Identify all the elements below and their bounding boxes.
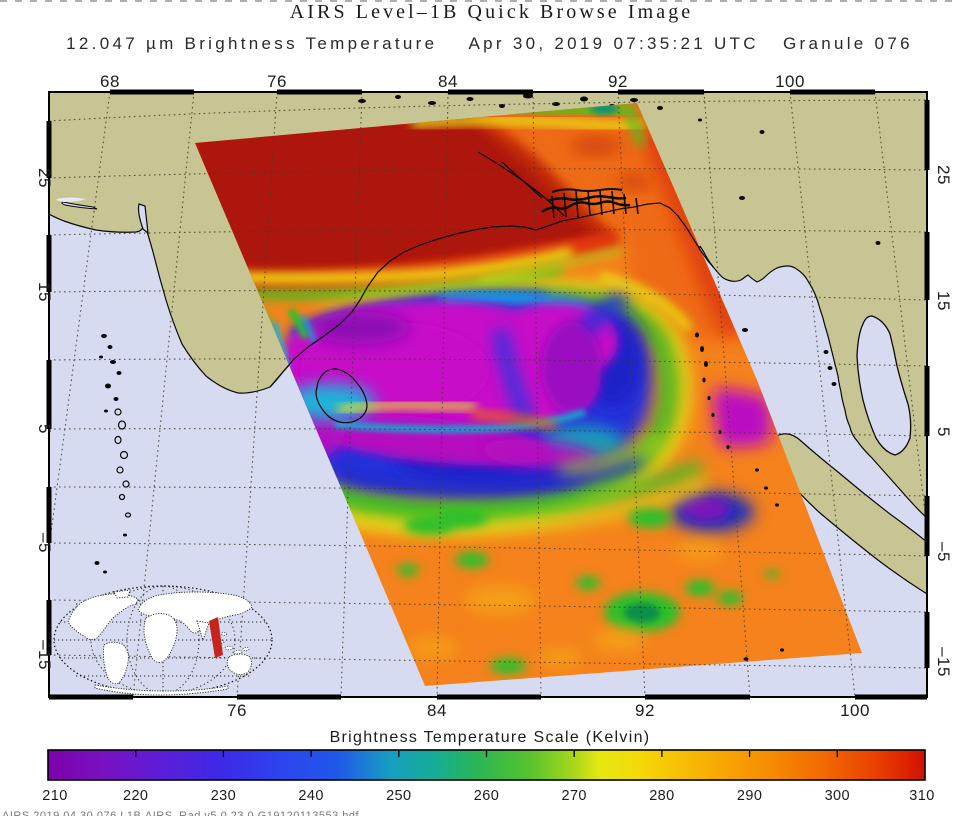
svg-text:310: 310: [909, 788, 934, 804]
svg-text:76: 76: [227, 701, 247, 720]
svg-text:280: 280: [649, 788, 674, 804]
svg-text:240: 240: [298, 788, 323, 804]
svg-text:–5: –5: [934, 542, 953, 562]
svg-text:–15: –15: [934, 647, 953, 677]
svg-text:210: 210: [42, 788, 67, 804]
svg-text:25: 25: [35, 168, 54, 188]
svg-text:92: 92: [608, 72, 628, 91]
svg-text:5: 5: [35, 424, 54, 434]
svg-text:–15: –15: [35, 640, 54, 670]
svg-text:76: 76: [267, 72, 287, 91]
svg-text:300: 300: [825, 788, 850, 804]
svg-text:84: 84: [427, 701, 447, 720]
svg-text:220: 220: [123, 788, 148, 804]
svg-text:Brightness Temperature Scale (: Brightness Temperature Scale (Kelvin): [330, 729, 651, 746]
svg-text:15: 15: [35, 282, 54, 302]
svg-text:100: 100: [775, 72, 805, 91]
svg-text:–5: –5: [35, 533, 54, 553]
svg-text:68: 68: [100, 72, 120, 91]
svg-text:260: 260: [474, 788, 499, 804]
svg-text:250: 250: [386, 788, 411, 804]
svg-text:84: 84: [438, 72, 458, 91]
svg-text:230: 230: [211, 788, 236, 804]
svg-text:270: 270: [561, 788, 586, 804]
svg-text:92: 92: [635, 701, 655, 720]
svg-text:290: 290: [737, 788, 762, 804]
svg-text:5: 5: [934, 427, 953, 437]
svg-text:15: 15: [934, 291, 953, 311]
svg-text:100: 100: [840, 701, 870, 720]
svg-text:25: 25: [934, 165, 953, 185]
